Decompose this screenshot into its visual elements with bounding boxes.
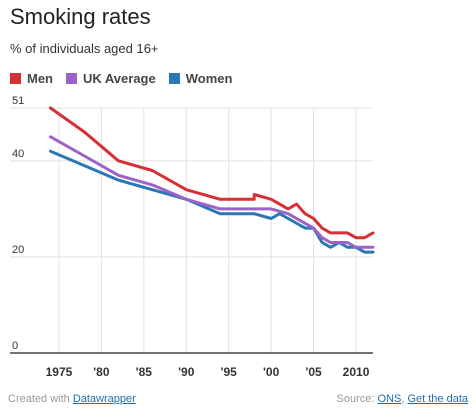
legend-item-women: Women [168,71,233,86]
x-tick-label: 2010 [343,365,370,379]
legend-label-men: Men [27,71,53,86]
y-tick-label: 20 [12,244,24,256]
series-line-women [49,149,375,254]
legend-item-men: Men [10,71,53,86]
legend-swatch-uk-average [66,73,77,84]
ons-link[interactable]: ONS [377,393,402,405]
created-with-text: Created with [8,393,73,405]
x-tick-label: '95 [221,365,238,379]
x-tick-label: '90 [178,365,195,379]
get-the-data-link[interactable]: Get the data [407,393,468,405]
x-tick-label: 1975 [46,365,73,379]
chart-legend: Men UK Average Women [10,71,232,86]
chart-subtitle: % of individuals aged 16+ [10,41,159,56]
y-tick-label: 0 [12,340,18,352]
legend-label-women: Women [185,71,233,86]
legend-swatch-women [168,73,180,84]
legend-label-uk-average: UK Average [83,71,156,86]
footer-source: Source: ONS, Get the data [337,393,468,405]
x-tick-label: '00 [263,365,280,379]
series-line-uk-average [49,135,375,249]
source-separator: , [401,393,408,405]
series-line-men [49,106,375,240]
x-tick-label: '85 [136,365,153,379]
datawrapper-link[interactable]: Datawrapper [72,393,136,405]
legend-item-uk-average: UK Average [66,71,156,86]
footer-credit: Created with Datawrapper [8,393,136,405]
y-tick-label: 40 [12,148,24,160]
x-tick-label: '80 [93,365,110,379]
legend-swatch-men [10,73,21,84]
chart-title: Smoking rates [10,4,151,29]
x-tick-label: '05 [305,365,322,379]
y-tick-label: 51 [12,95,24,107]
source-label: Source: [336,393,378,405]
